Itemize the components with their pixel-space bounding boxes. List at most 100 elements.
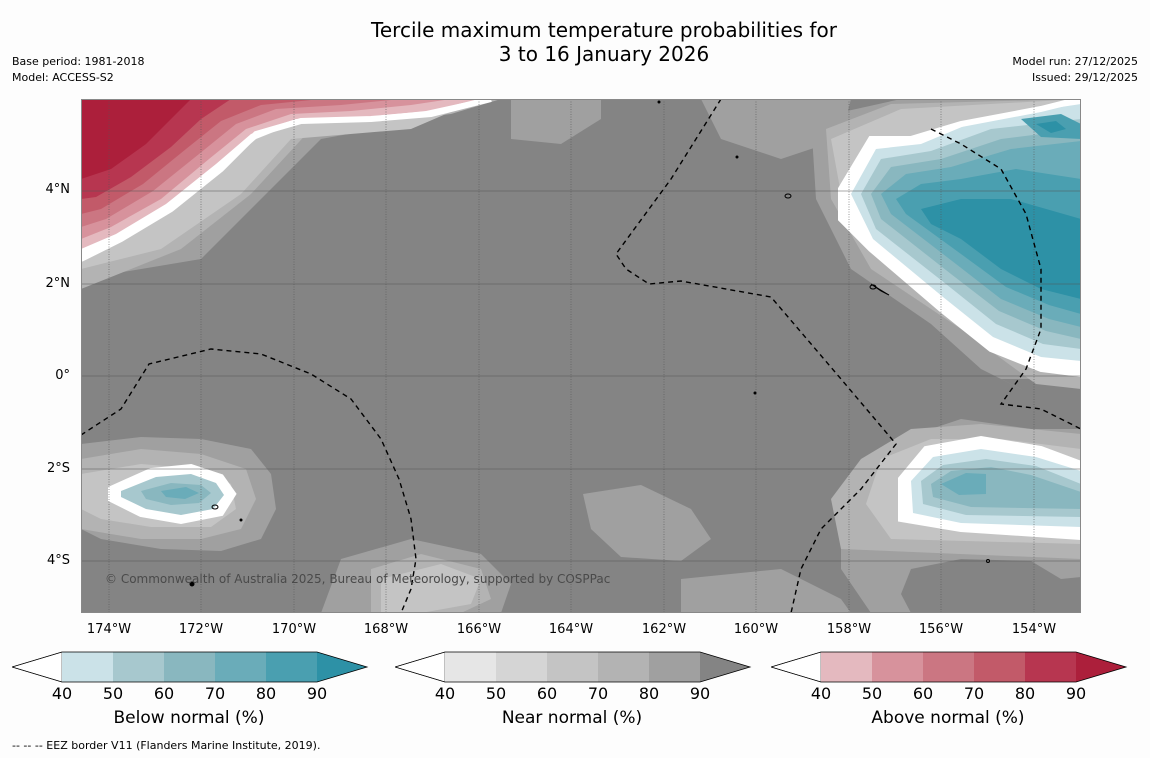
colorbar-near-normal <box>395 651 752 683</box>
eez-border <box>930 128 1081 430</box>
boundary-40pct <box>898 435 1081 540</box>
colorbar-swatch-below-0 <box>12 651 63 683</box>
copyright-notice: © Commonwealth of Australia 2025, Bureau… <box>105 572 611 586</box>
colorbar-tick: 40 <box>51 684 73 703</box>
y-tick-2s: 2°S <box>46 461 70 476</box>
colorbar-swatch-above-3 <box>923 652 974 682</box>
island-marker <box>784 193 792 199</box>
colorbar-swatch-below-6 <box>317 652 367 682</box>
colorbar-tick: 70 <box>587 684 609 703</box>
meta-left: Base period: 1981-2018 Model: ACCESS-S2 <box>12 54 144 86</box>
below-normal-region <box>161 487 199 499</box>
x-tick-170w: 170°W <box>271 622 317 637</box>
colorbar-tick: 80 <box>255 684 277 703</box>
colorbar-swatch-above-0 <box>771 651 822 683</box>
meta-right: Model run: 27/12/2025 Issued: 29/12/2025 <box>1012 54 1138 86</box>
near-normal-dark-patch <box>901 559 1081 613</box>
title-line-2: 3 to 16 January 2026 <box>498 42 710 66</box>
eez-footnote: -- -- -- EEZ border V11 (Flanders Marine… <box>12 739 321 752</box>
x-tick-160w: 160°W <box>733 622 779 637</box>
island-marker <box>735 155 739 159</box>
colorbar-below-title: Below normal (%) <box>113 708 265 728</box>
below-normal-region <box>1036 121 1066 133</box>
colorbar-near-title: Near normal (%) <box>501 708 643 728</box>
near-normal-region <box>681 569 851 613</box>
colorbar-outline <box>395 651 752 683</box>
colorbar-tick: 60 <box>536 684 558 703</box>
x-tick-156w: 156°W <box>918 622 964 637</box>
probability-map[interactable] <box>81 99 1081 613</box>
x-tick-164w: 164°W <box>548 622 594 637</box>
colorbar-tick: 40 <box>810 684 832 703</box>
colorbar-swatch-above-4 <box>974 652 1025 682</box>
near-normal-region <box>583 485 711 561</box>
x-tick-168w: 168°W <box>363 622 409 637</box>
colorbar-tick: 90 <box>1065 684 1087 703</box>
eez-borders <box>81 99 1081 613</box>
x-tick-172w: 172°W <box>178 622 224 637</box>
colorbar-swatch-near-3 <box>547 652 598 682</box>
colorbar-tick: 70 <box>963 684 985 703</box>
colorbar-outline <box>12 651 369 683</box>
island-marker <box>657 100 661 104</box>
x-tick-162w: 162°W <box>641 622 687 637</box>
y-tick-0: 0° <box>55 368 70 383</box>
colorbar-tick: 80 <box>1014 684 1036 703</box>
below-normal-region <box>921 199 1081 299</box>
boundary-40pct <box>81 99 492 262</box>
colorbar-swatch-below-4 <box>215 652 266 682</box>
map-frame <box>81 99 1081 613</box>
islands <box>189 100 990 587</box>
colorbar-swatch-near-5 <box>649 652 700 682</box>
colorbar-tick: 60 <box>912 684 934 703</box>
island-marker <box>753 391 757 395</box>
colorbar-outline <box>771 651 1128 683</box>
colorbar-swatch-above-1 <box>821 652 872 682</box>
y-tick-4s: 4°S <box>46 553 70 568</box>
colorbar-swatch-below-2 <box>113 652 164 682</box>
issued-label: Issued: 29/12/2025 <box>1031 71 1138 84</box>
island-marker <box>189 581 195 587</box>
below-normal-region <box>941 473 986 495</box>
colorbar-tick: 50 <box>102 684 124 703</box>
y-tick-4n: 4°N <box>45 182 71 197</box>
island-marker <box>239 518 243 522</box>
island-marker <box>869 284 877 290</box>
base-period-label: Base period: 1981-2018 <box>12 55 145 68</box>
colorbar-swatch-near-1 <box>445 652 496 682</box>
colorbar-swatch-below-3 <box>164 652 215 682</box>
colorbar-tick: 90 <box>306 684 328 703</box>
x-tick-158w: 158°W <box>826 622 872 637</box>
colorbar-swatch-above-2 <box>872 652 923 682</box>
x-tick-154w: 154°W <box>1011 622 1057 637</box>
colorbar-swatch-below-5 <box>266 652 317 682</box>
colorbar-tick: 40 <box>434 684 456 703</box>
colorbar-tick: 70 <box>204 684 226 703</box>
graticule <box>81 99 1081 613</box>
chart-title: Tercile maximum temperature probabilitie… <box>0 18 1150 66</box>
colorbar-tick: 60 <box>153 684 175 703</box>
map-panel[interactable] <box>81 99 1081 613</box>
model-label: Model: ACCESS-S2 <box>12 71 114 84</box>
colorbar-swatch-near-2 <box>496 652 547 682</box>
colorbar-tick: 50 <box>861 684 883 703</box>
x-tick-166w: 166°W <box>456 622 502 637</box>
colorbar-swatch-near-6 <box>700 652 750 682</box>
y-tick-2n: 2°N <box>45 276 71 291</box>
boundary-40pct <box>838 99 1081 377</box>
above-normal-region <box>81 99 191 179</box>
colorbar-above-title: Above normal (%) <box>871 708 1025 728</box>
colorbar-tick: 50 <box>485 684 507 703</box>
colorbar-tick: 90 <box>689 684 711 703</box>
title-line-1: Tercile maximum temperature probabilitie… <box>371 18 837 42</box>
near-normal-region <box>511 99 601 144</box>
colorbar-tick: 80 <box>638 684 660 703</box>
island-marker <box>986 559 990 563</box>
x-tick-174w: 174°W <box>86 622 132 637</box>
colorbar-below-normal <box>12 651 369 683</box>
colorbar-swatch-above-5 <box>1025 652 1076 682</box>
colorbar-above-normal <box>771 651 1128 683</box>
colorbar-swatch-above-6 <box>1076 652 1126 682</box>
colorbar-swatch-near-0 <box>395 651 446 683</box>
colorbar-swatch-below-1 <box>62 652 113 682</box>
